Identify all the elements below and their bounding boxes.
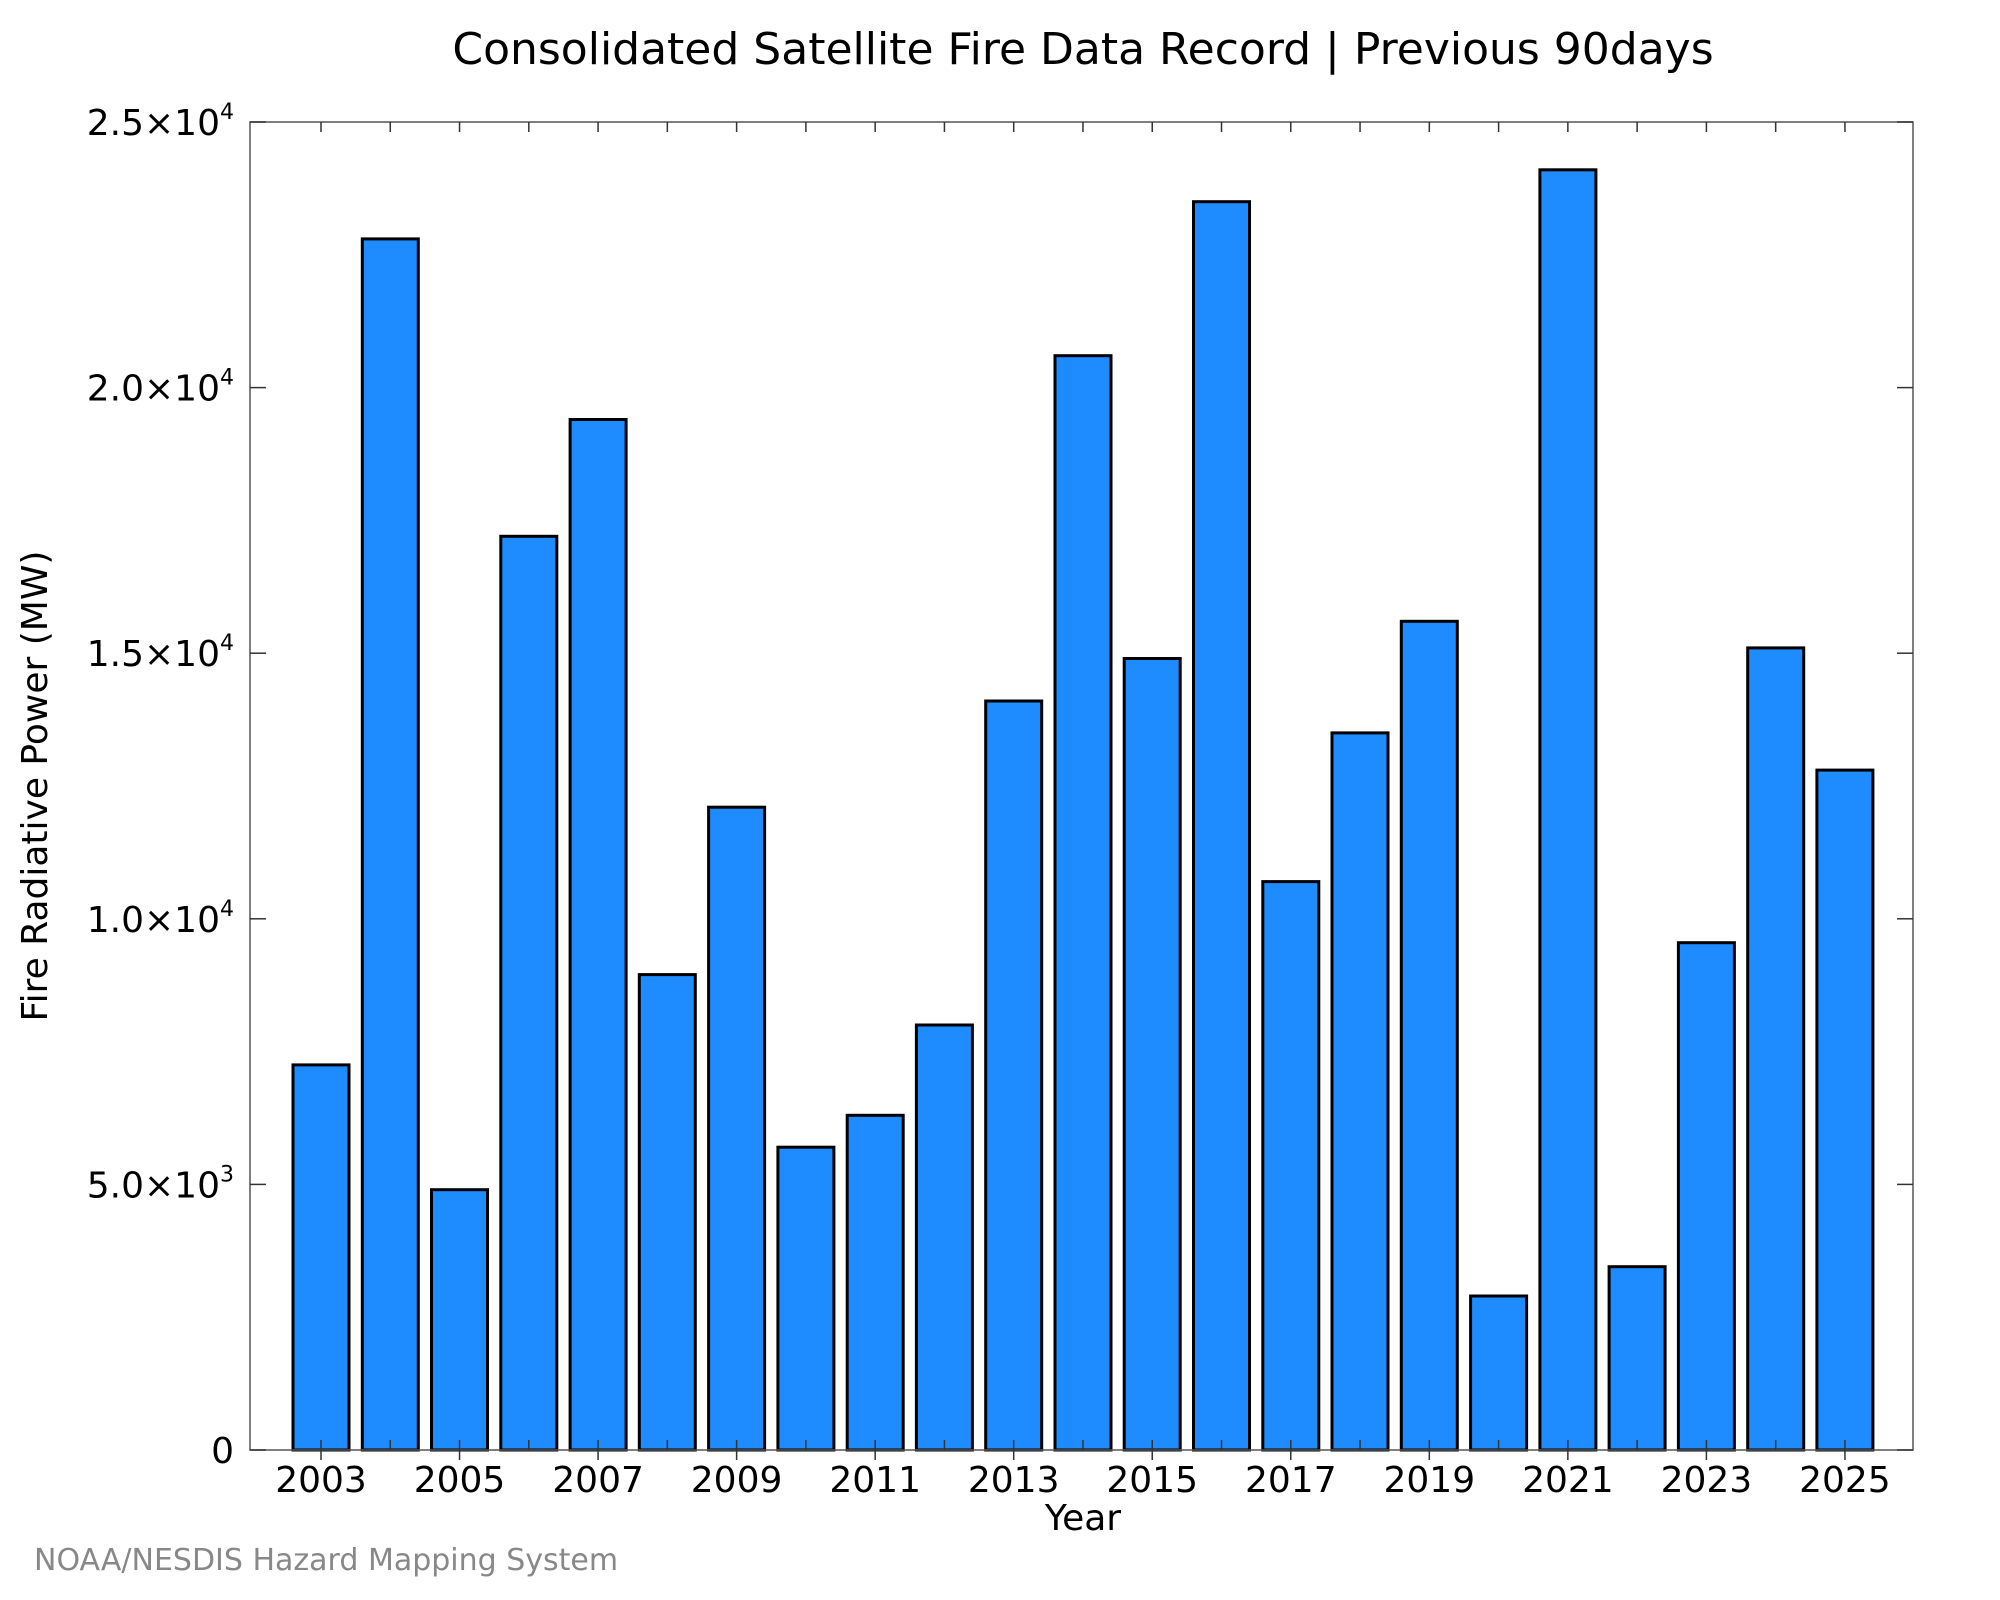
y-axis: 0 5.0×103 1.0×104 1.5×104 2.0×104 2.5×104 — [87, 100, 1913, 1472]
bar-2011 — [845, 1113, 905, 1452]
plot-frame — [249, 121, 1914, 1451]
bars-layer — [291, 168, 1875, 1452]
bar-2023 — [1676, 941, 1736, 1452]
x-axis-label: Year — [1044, 1498, 1121, 1539]
bar-2019 — [1399, 619, 1459, 1452]
credit-text: NOAA/NESDIS Hazard Mapping System — [34, 1543, 618, 1578]
bar-2003 — [291, 1063, 351, 1452]
x-tick-label: 2013 — [968, 1460, 1060, 1501]
bar-2005 — [430, 1188, 489, 1452]
x-tick-label: 2003 — [275, 1460, 367, 1501]
y-tick-label: 2.0×104 — [87, 366, 234, 410]
bar-2015 — [1122, 657, 1182, 1452]
bar-2007 — [568, 418, 628, 1452]
y-tick-label: 1.0×104 — [87, 897, 234, 941]
bar-2018 — [1330, 731, 1390, 1452]
x-tick-label: 2017 — [1245, 1460, 1337, 1501]
bar-2020 — [1469, 1294, 1529, 1452]
bar-2022 — [1607, 1265, 1667, 1452]
y-tick-label: 2.5×104 — [87, 100, 234, 144]
bar-2013 — [984, 699, 1044, 1452]
y-tick-label: 0 — [211, 1431, 234, 1472]
bar-2021 — [1538, 168, 1598, 1452]
y-axis-label: Fire Radiative Power (MW) — [15, 551, 56, 1022]
bar-2008 — [637, 973, 697, 1452]
x-tick-label: 2015 — [1106, 1460, 1198, 1501]
x-tick-label: 2005 — [414, 1460, 506, 1501]
bar-2009 — [707, 805, 767, 1452]
bar-2004 — [360, 237, 420, 1452]
x-axis: 2003 2005 2007 2009 2011 2013 2015 2017 2019 2021… — [275, 122, 1891, 1501]
y-tick-label: 1.5×104 — [87, 631, 234, 675]
x-tick-label: 2023 — [1661, 1460, 1753, 1501]
bar-2012 — [914, 1023, 974, 1452]
bar-2025 — [1815, 768, 1875, 1452]
bar-2010 — [776, 1145, 836, 1452]
x-tick-label: 2007 — [552, 1460, 644, 1501]
bar-2024 — [1746, 646, 1806, 1452]
x-tick-label: 2025 — [1799, 1460, 1891, 1501]
x-tick-label: 2009 — [691, 1460, 783, 1501]
chart-title: Consolidated Satellite Fire Data Record … — [452, 24, 1713, 75]
x-tick-label: 2021 — [1522, 1460, 1614, 1501]
bar-2016 — [1192, 200, 1251, 1452]
x-tick-label: 2019 — [1383, 1460, 1475, 1501]
y-tick-label: 5.0×103 — [87, 1162, 234, 1206]
bar-2006 — [499, 534, 559, 1452]
bar-2017 — [1261, 880, 1321, 1452]
bar-2014 — [1053, 354, 1113, 1452]
x-tick-label: 2011 — [829, 1460, 921, 1501]
